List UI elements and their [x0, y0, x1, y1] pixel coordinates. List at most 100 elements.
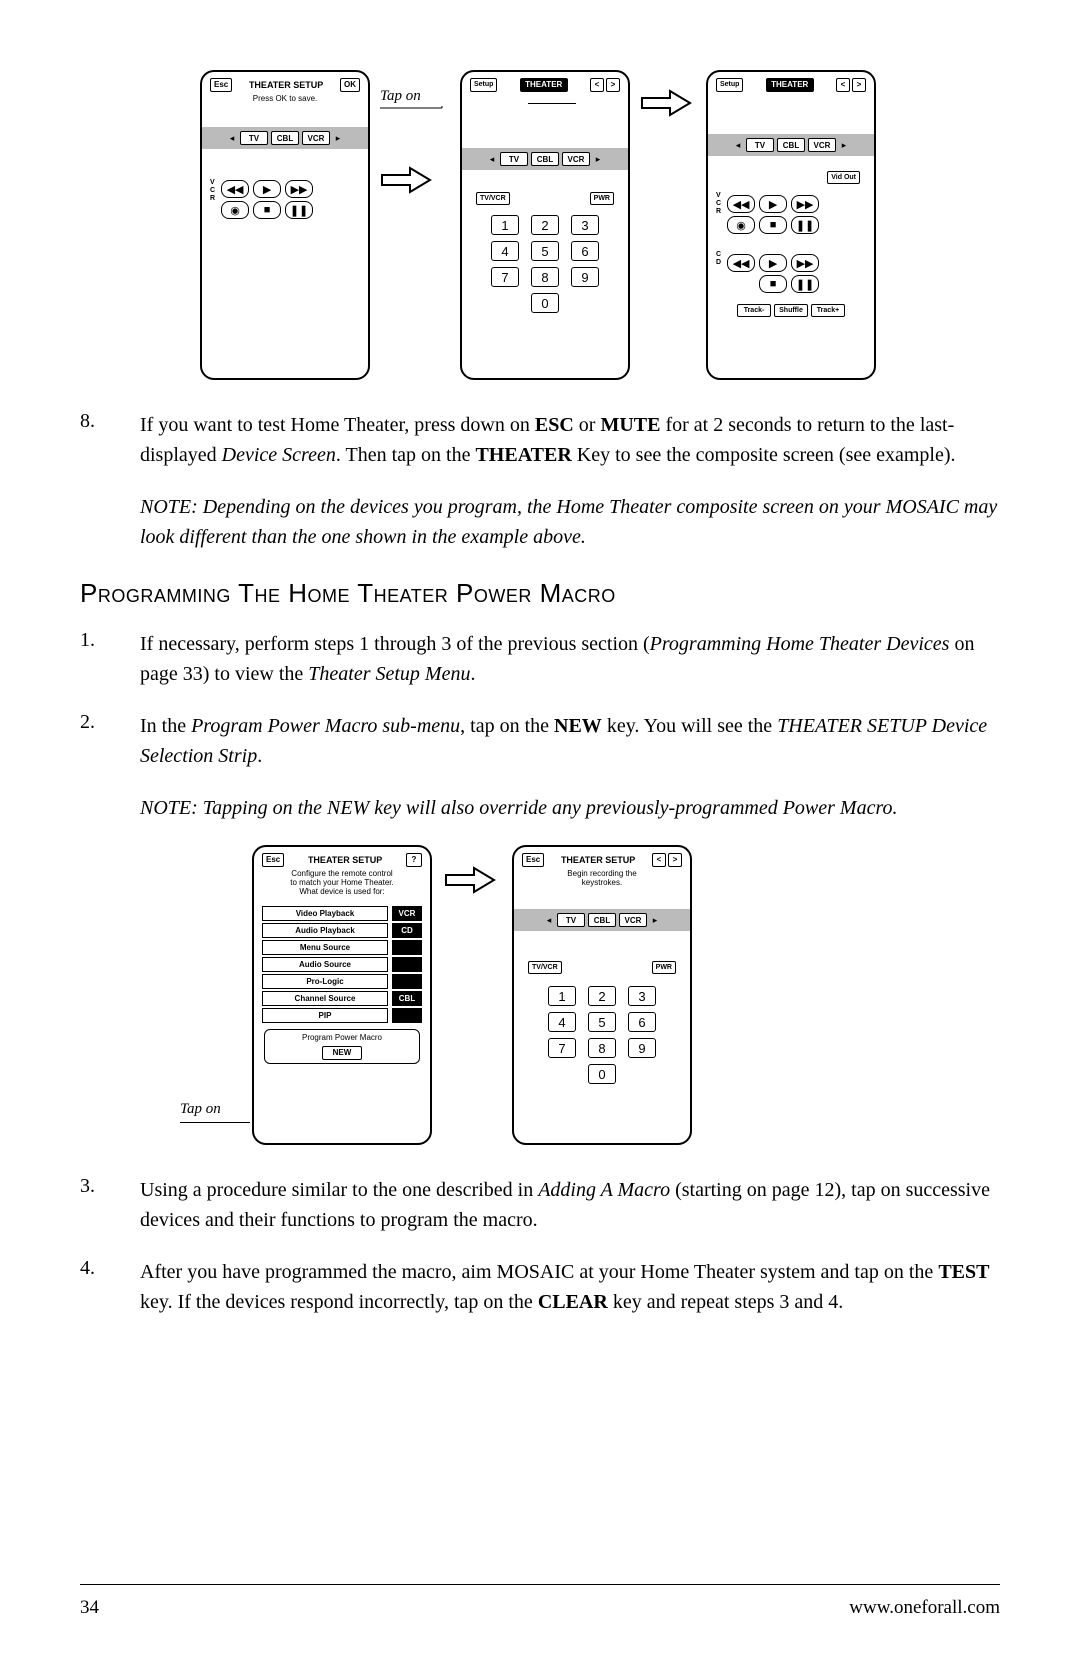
menu-row[interactable]: Audio Source — [262, 957, 422, 972]
device-vcr[interactable]: VCR — [562, 152, 590, 166]
key-3[interactable]: 3 — [571, 215, 599, 235]
vidout-button[interactable]: Vid Out — [827, 171, 860, 184]
step-number: 2. — [80, 711, 140, 771]
device-tv[interactable]: TV — [500, 152, 528, 166]
chevron-left-icon[interactable]: < — [836, 78, 850, 92]
key-2[interactable]: 2 — [588, 986, 616, 1006]
pwr-button[interactable]: PWR — [590, 192, 614, 205]
rewind-icon[interactable]: ◀◀ — [727, 195, 755, 213]
setup-button[interactable]: Setup — [716, 78, 743, 92]
key-8[interactable]: 8 — [531, 267, 559, 287]
device-cbl[interactable]: CBL — [271, 131, 299, 145]
stop-icon[interactable]: ■ — [253, 201, 281, 219]
theater-button[interactable]: THEATER — [766, 78, 814, 92]
play-icon[interactable]: ▶ — [759, 195, 787, 213]
device-strip: ◂ TV CBL VCR ▸ — [202, 127, 368, 149]
device-tv[interactable]: TV — [240, 131, 268, 145]
esc-button[interactable]: Esc — [262, 853, 284, 867]
tvvcr-button[interactable]: TV/VCR — [528, 961, 562, 974]
key-8[interactable]: 8 — [588, 1038, 616, 1058]
strip-right-icon[interactable]: ▸ — [333, 133, 343, 144]
menu-row[interactable]: PIP — [262, 1008, 422, 1023]
menu-row[interactable]: Pro-Logic — [262, 974, 422, 989]
menu-row-label: Video Playback — [262, 906, 388, 921]
record-icon[interactable]: ◉ — [727, 216, 755, 234]
track-plus-button[interactable]: Track+ — [811, 304, 845, 317]
device-vcr[interactable]: VCR — [302, 131, 330, 145]
play-icon[interactable]: ▶ — [759, 254, 787, 272]
ffwd-icon[interactable]: ▶▶ — [791, 195, 819, 213]
device-cbl[interactable]: CBL — [777, 138, 805, 152]
key-3[interactable]: 3 — [628, 986, 656, 1006]
menu-row[interactable]: Video PlaybackVCR — [262, 906, 422, 921]
ffwd-icon[interactable]: ▶▶ — [285, 180, 313, 198]
device-cbl[interactable]: CBL — [531, 152, 559, 166]
remote-setup-menu: Esc THEATER SETUP ? Configure the remote… — [252, 845, 432, 1145]
strip-left-icon[interactable]: ◂ — [487, 154, 497, 165]
rewind-icon[interactable]: ◀◀ — [727, 254, 755, 272]
key-7[interactable]: 7 — [491, 267, 519, 287]
key-1[interactable]: 1 — [491, 215, 519, 235]
key-1[interactable]: 1 — [548, 986, 576, 1006]
key-7[interactable]: 7 — [548, 1038, 576, 1058]
device-tv[interactable]: TV — [746, 138, 774, 152]
chevron-left-icon[interactable]: < — [590, 78, 604, 92]
rewind-icon[interactable]: ◀◀ — [221, 180, 249, 198]
new-button[interactable]: NEW — [322, 1046, 362, 1060]
stop-icon[interactable]: ■ — [759, 275, 787, 293]
key-6[interactable]: 6 — [628, 1012, 656, 1032]
theater-button[interactable]: THEATER — [520, 78, 568, 92]
chevron-right-icon[interactable]: > — [852, 78, 866, 92]
shuffle-button[interactable]: Shuffle — [774, 304, 808, 317]
pause-icon[interactable]: ❚❚ — [791, 275, 819, 293]
key-9[interactable]: 9 — [628, 1038, 656, 1058]
menu-row-label: PIP — [262, 1008, 388, 1023]
chevron-right-icon[interactable]: > — [668, 853, 682, 867]
strip-left-icon[interactable]: ◂ — [227, 133, 237, 144]
stop-icon[interactable]: ■ — [759, 216, 787, 234]
key-9[interactable]: 9 — [571, 267, 599, 287]
strip-left-icon[interactable]: ◂ — [544, 915, 554, 926]
key-0[interactable]: 0 — [588, 1064, 616, 1084]
step-text: In the Program Power Macro sub-menu, tap… — [140, 711, 1000, 771]
device-vcr[interactable]: VCR — [619, 913, 647, 927]
remote-2: Setup THEATER < > ◂ TV CBL VCR ▸ TV/VCR … — [460, 70, 630, 380]
esc-button[interactable]: Esc — [522, 853, 544, 867]
tvvcr-button[interactable]: TV/VCR — [476, 192, 510, 205]
setup-button[interactable]: Setup — [470, 78, 497, 92]
device-tv[interactable]: TV — [557, 913, 585, 927]
menu-row[interactable]: Channel SourceCBL — [262, 991, 422, 1006]
ffwd-icon[interactable]: ▶▶ — [791, 254, 819, 272]
chevron-right-icon[interactable]: > — [606, 78, 620, 92]
step-text: After you have programmed the macro, aim… — [140, 1257, 1000, 1317]
device-vcr[interactable]: VCR — [808, 138, 836, 152]
menu-row[interactable]: Audio PlaybackCD — [262, 923, 422, 938]
remote-subtext: Configure the remote control to match yo… — [254, 869, 430, 900]
pwr-button[interactable]: PWR — [652, 961, 676, 974]
device-cbl[interactable]: CBL — [588, 913, 616, 927]
key-0[interactable]: 0 — [531, 293, 559, 313]
ok-button[interactable]: OK — [340, 78, 360, 92]
key-2[interactable]: 2 — [531, 215, 559, 235]
key-5[interactable]: 5 — [588, 1012, 616, 1032]
esc-button[interactable]: Esc — [210, 78, 232, 92]
pause-icon[interactable]: ❚❚ — [791, 216, 819, 234]
pause-icon[interactable]: ❚❚ — [285, 201, 313, 219]
chevron-left-icon[interactable]: < — [652, 853, 666, 867]
arrow-right-icon — [380, 165, 450, 195]
strip-right-icon[interactable]: ▸ — [650, 915, 660, 926]
key-6[interactable]: 6 — [571, 241, 599, 261]
strip-right-icon[interactable]: ▸ — [839, 140, 849, 151]
key-4[interactable]: 4 — [548, 1012, 576, 1032]
strip-left-icon[interactable]: ◂ — [733, 140, 743, 151]
track-minus-button[interactable]: Track- — [737, 304, 771, 317]
step-4: 4. After you have programmed the macro, … — [80, 1257, 1000, 1317]
key-5[interactable]: 5 — [531, 241, 559, 261]
record-icon[interactable]: ◉ — [221, 201, 249, 219]
menu-row[interactable]: Menu Source — [262, 940, 422, 955]
help-button[interactable]: ? — [406, 853, 422, 867]
strip-right-icon[interactable]: ▸ — [593, 154, 603, 165]
key-4[interactable]: 4 — [491, 241, 519, 261]
top-remote-row: Esc THEATER SETUP OK Press OK to save. ◂… — [200, 70, 1000, 380]
play-icon[interactable]: ▶ — [253, 180, 281, 198]
